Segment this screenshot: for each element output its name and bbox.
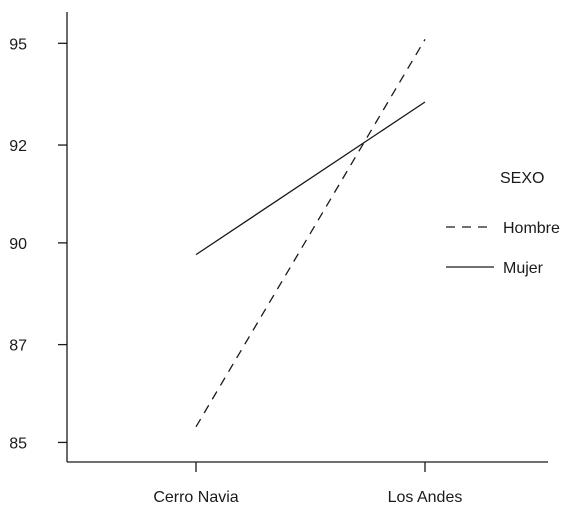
y-tick-label: 87 [9, 338, 27, 355]
x-ticks: Cerro Navia Los Andes [153, 462, 462, 506]
legend-entries: Hombre Mujer [446, 220, 560, 277]
legend-title: SEXO [500, 170, 544, 187]
y-tick-label: 90 [9, 236, 27, 253]
series-lines [195, 39, 426, 428]
y-tick-label: 85 [9, 435, 27, 452]
y-tick-label: 95 [9, 36, 27, 53]
series-line-mujer [195, 101, 426, 256]
x-tick-label: Cerro Navia [153, 489, 238, 506]
y-tick-label: 92 [9, 138, 27, 155]
legend: SEXO Hombre Mujer [446, 170, 560, 277]
legend-label-mujer: Mujer [503, 260, 544, 277]
y-ticks: 95 92 90 87 85 [9, 36, 67, 452]
legend-label-hombre: Hombre [503, 220, 560, 237]
series-line-hombre [195, 39, 426, 428]
x-tick-label: Los Andes [388, 489, 463, 506]
